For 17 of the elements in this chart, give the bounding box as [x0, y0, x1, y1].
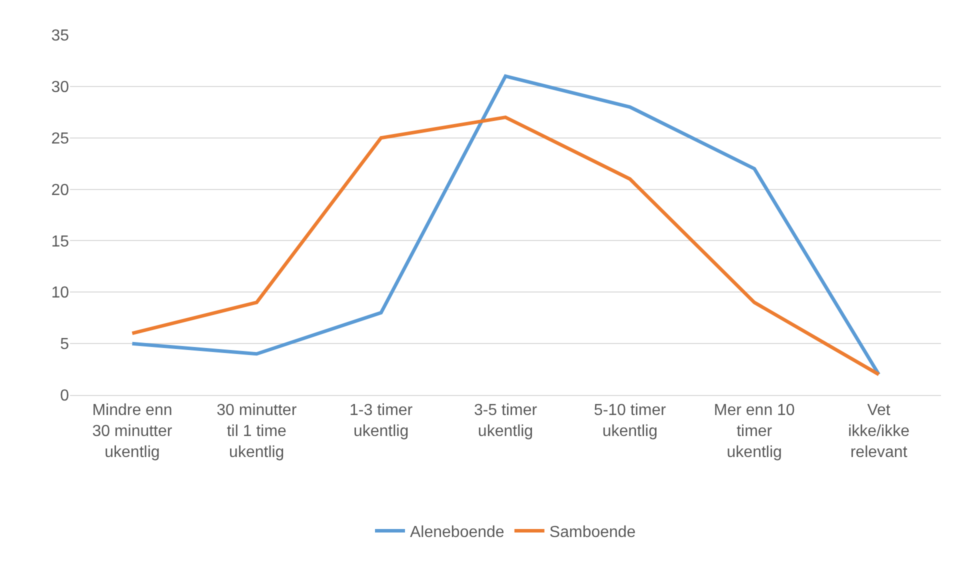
- x-tick-label: Mindre enn 30 minutter ukentlig: [92, 402, 173, 461]
- legend-label: Samboende: [549, 524, 636, 541]
- x-tick-label: Mer enn 10 timer ukentlig: [714, 402, 795, 461]
- x-tick-label: 5-10 timer ukentlig: [594, 402, 667, 440]
- y-tick-label: 10: [51, 284, 70, 302]
- y-tick-label: 35: [51, 28, 70, 45]
- x-tick-label: 3-5 timer ukentlig: [474, 402, 538, 440]
- y-tick-label: 25: [51, 130, 70, 148]
- y-tick-label: 0: [60, 388, 70, 405]
- x-tick-label: 1-3 timer ukentlig: [350, 402, 414, 440]
- y-tick-label: 5: [60, 336, 70, 354]
- y-tick-label: 15: [51, 233, 70, 250]
- y-tick-label: 20: [51, 182, 70, 199]
- x-tick-label: Vet ikke/ikke relevant: [848, 402, 910, 461]
- y-tick-label: 30: [51, 79, 70, 96]
- x-tick-label: 30 minutter til 1 time ukentlig: [216, 402, 298, 461]
- legend-label: Aleneboende: [410, 524, 504, 541]
